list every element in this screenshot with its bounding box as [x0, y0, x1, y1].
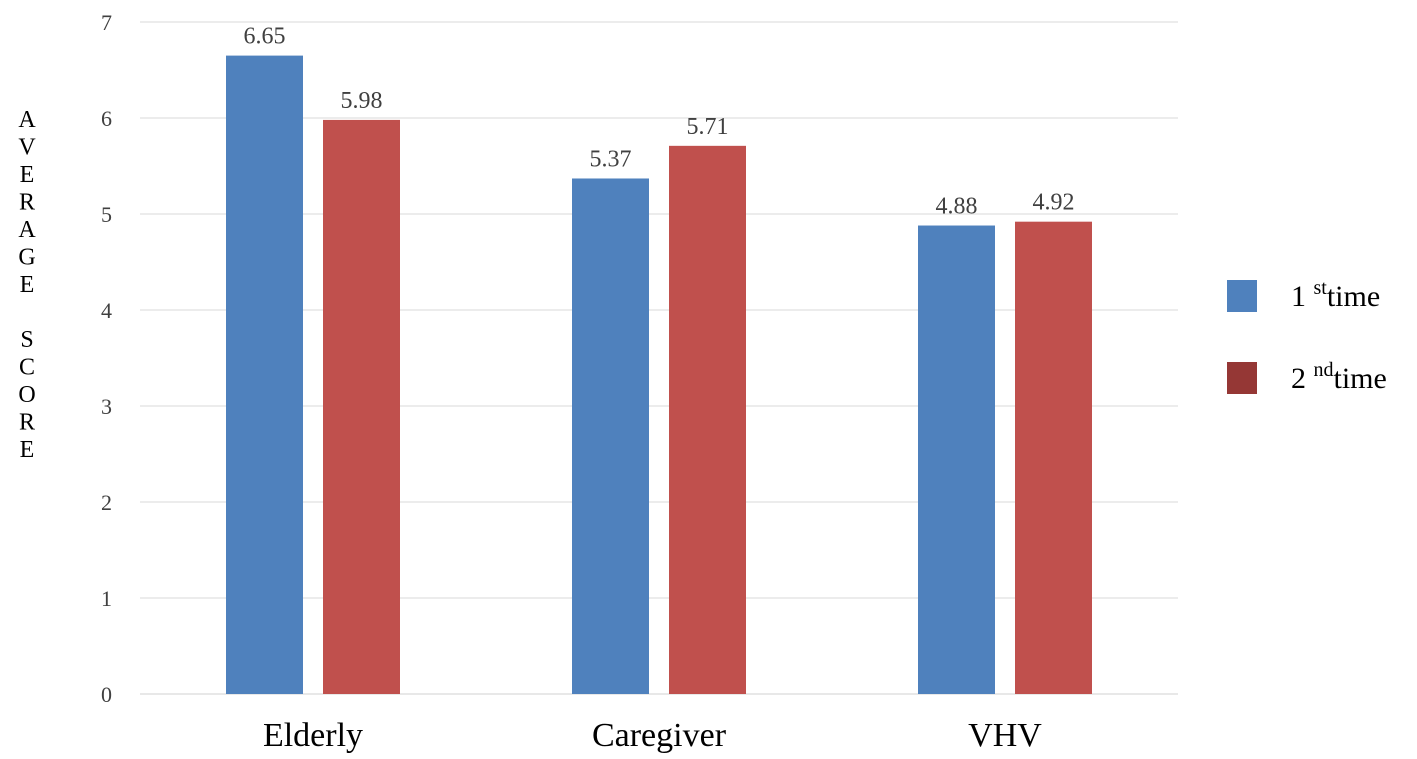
y-axis-label-letter: S — [20, 327, 33, 353]
y-tick-label: 4 — [101, 298, 112, 323]
y-axis-label-letter: R — [19, 190, 35, 216]
data-label: 6.65 — [244, 24, 286, 50]
legend-label-series-2: 2 ndtime — [1291, 359, 1387, 395]
y-tick-label: 0 — [101, 682, 112, 707]
bars — [226, 55, 1092, 695]
y-tick-label: 7 — [101, 10, 112, 35]
x-tick-label: Caregiver — [592, 717, 727, 754]
bar-vhv-series-2 — [1015, 221, 1092, 694]
legend-swatch-series-1 — [1227, 280, 1257, 312]
y-tick-label: 2 — [101, 490, 112, 515]
y-axis-label-letter: G — [18, 245, 35, 271]
y-tick-label: 3 — [101, 394, 112, 419]
y-axis-label-letter: V — [18, 135, 36, 161]
x-axis-ticks: Elderly Caregiver VHV — [263, 717, 1042, 754]
bar-caregiver-series-1 — [572, 178, 649, 695]
data-label: 5.37 — [590, 146, 632, 172]
x-tick-label: Elderly — [263, 717, 363, 754]
data-label: 4.92 — [1033, 190, 1075, 216]
legend: 1 sttime 2 ndtime — [1227, 277, 1387, 395]
y-axis-label-letter: A — [18, 217, 36, 243]
y-tick-label: 6 — [101, 106, 112, 131]
data-label: 5.71 — [687, 114, 729, 140]
y-axis-label-letter: E — [20, 437, 35, 463]
y-axis-label-letter: R — [19, 410, 35, 436]
y-axis-label-letter: O — [18, 382, 35, 408]
y-axis-label-letter: C — [19, 355, 35, 381]
bar-caregiver-series-2 — [669, 145, 746, 695]
data-label: 5.98 — [341, 88, 383, 114]
y-axis-label-letter: A — [18, 107, 36, 133]
legend-swatch-series-2 — [1227, 362, 1257, 394]
data-labels: 6.65 5.98 5.37 5.71 4.88 4.92 — [244, 24, 1075, 220]
data-label: 4.88 — [936, 194, 978, 220]
y-axis-label-letter: E — [20, 162, 35, 188]
x-tick-label: VHV — [968, 717, 1042, 754]
y-tick-label: 5 — [101, 202, 112, 227]
bar-elderly-series-1 — [226, 55, 303, 695]
legend-label-series-1: 1 sttime — [1291, 277, 1380, 313]
bar-elderly-series-2 — [323, 119, 400, 695]
bar-vhv-series-1 — [918, 225, 995, 694]
y-axis-label-letter: E — [20, 272, 35, 298]
y-axis-ticks: 0 1 2 3 4 5 6 7 — [101, 10, 112, 707]
gridlines — [140, 21, 1178, 695]
y-tick-label: 1 — [101, 586, 112, 611]
